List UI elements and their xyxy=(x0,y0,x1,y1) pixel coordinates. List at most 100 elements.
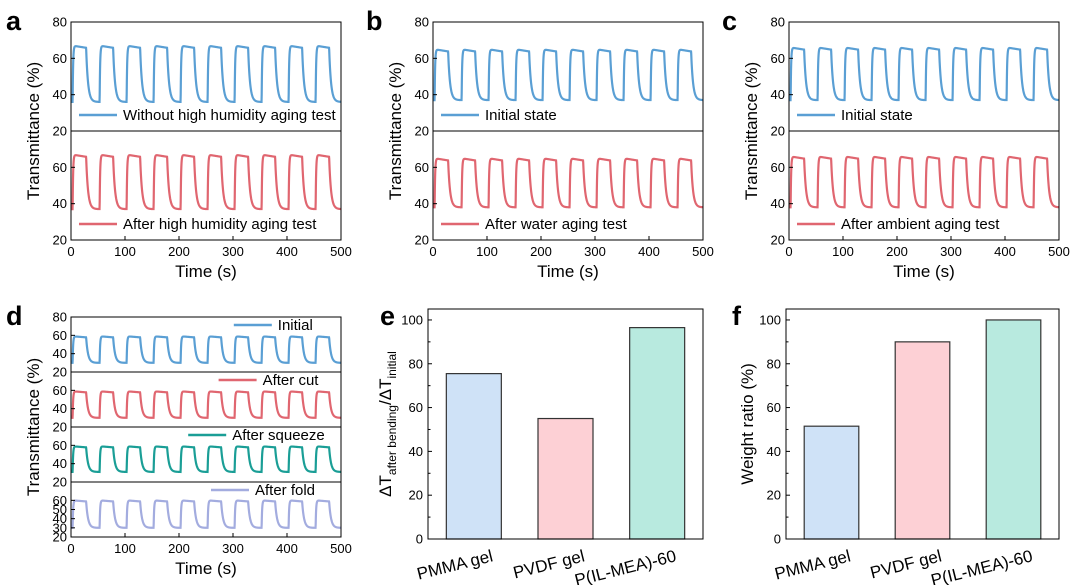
subplot-c-1: 20 40 60 After ambient aging test xyxy=(771,130,1060,248)
bar-0 xyxy=(803,425,860,540)
y-tick-label: 30 xyxy=(53,520,67,535)
panel-letter-d: d xyxy=(6,301,23,331)
legend-label: After squeeze xyxy=(232,427,325,444)
y-tick-label: 20 xyxy=(771,233,785,248)
panel-letter-e: e xyxy=(380,301,395,331)
x-tick-label: 200 xyxy=(168,541,190,556)
subplot-a-0: 20 40 60 80 Without high humidity aging test xyxy=(53,15,342,139)
y-tick-label: 40 xyxy=(53,87,67,102)
x-tick-label: 500 xyxy=(1048,244,1070,259)
y-tick-label: 20 xyxy=(415,124,429,139)
y-tick-label: 20 xyxy=(53,530,67,545)
y-axis-title: ΔTafter bending/ΔTinitial xyxy=(376,351,399,497)
panel-letter-f: f xyxy=(732,301,742,331)
y-tick-label: 20 xyxy=(409,488,423,503)
y-tick-label: 60 xyxy=(415,51,429,66)
y-tick-label: 40 xyxy=(771,196,785,211)
series-line xyxy=(71,45,341,104)
y-tick-label: 60 xyxy=(53,328,67,343)
subplot-c-0: 20 40 60 80 Initial state xyxy=(771,15,1060,139)
x-tick-label: 400 xyxy=(638,244,660,259)
y-tick-label: 80 xyxy=(415,15,429,30)
y-tick-label: 0 xyxy=(416,532,423,547)
x-axis-title: Time (s) xyxy=(175,262,237,281)
subplot-b-0: 20 40 60 80 Initial state xyxy=(415,15,704,139)
x-tick-label: 100 xyxy=(832,244,854,259)
x-axis-title: Time (s) xyxy=(537,262,599,281)
y-tick-label: 40 xyxy=(53,511,67,526)
y-tick-label: 60 xyxy=(771,160,785,175)
x-tick-label: 300 xyxy=(222,244,244,259)
y-tick-label: 80 xyxy=(409,356,423,371)
y-tick-label: 80 xyxy=(53,15,67,30)
series-line xyxy=(789,46,1059,102)
y-tick-label: 20 xyxy=(53,365,67,380)
series-line xyxy=(433,48,703,102)
x-axis-title: Time (s) xyxy=(175,559,237,578)
subplot-d-1: 20 40 60 After cut xyxy=(53,371,342,435)
y-tick-label: 40 xyxy=(53,456,67,471)
y-tick-label: 20 xyxy=(53,233,67,248)
series-line xyxy=(71,445,341,474)
y-axis-title: Transmittance (%) xyxy=(24,358,43,496)
series-line xyxy=(71,390,341,419)
panel-c: c 20 40 60 80 Initial state 20 40 60 After ambien… xyxy=(722,6,1070,281)
y-tick-label: 100 xyxy=(759,312,781,327)
subplot-frame xyxy=(70,130,342,241)
panel-b: b 20 40 60 80 Initial state 20 40 60 After water … xyxy=(366,6,714,281)
series-line xyxy=(71,499,341,529)
y-tick-label: 20 xyxy=(53,124,67,139)
y-tick-label: 60 xyxy=(53,438,67,453)
y-title-part: ΔT xyxy=(376,475,395,497)
legend-label: After fold xyxy=(255,482,315,499)
x-tick-label: 100 xyxy=(114,541,136,556)
x-tick-label: 500 xyxy=(330,541,352,556)
x-tick-label: 200 xyxy=(886,244,908,259)
category-label: P(IL-MEA)-60 xyxy=(573,546,678,585)
y-tick-label: 40 xyxy=(415,87,429,102)
y-tick-label: 20 xyxy=(415,233,429,248)
y-title-sub: after bending xyxy=(385,405,399,475)
category-label: PMMA gel xyxy=(773,546,853,583)
x-tick-label: 300 xyxy=(584,244,606,259)
subplot-frame xyxy=(788,130,1060,241)
panel-letter-a: a xyxy=(6,6,22,36)
y-axis-title: Transmittance (%) xyxy=(386,62,405,200)
panel-d: d 20 40 60 80 Initial 20 40 60 After cut 20 40 60 Aft… xyxy=(6,301,352,578)
x-tick-label: 500 xyxy=(330,244,352,259)
subplot-d-0: 20 40 60 80 Initial xyxy=(53,310,342,380)
series-line xyxy=(433,157,703,209)
y-tick-label: 60 xyxy=(771,51,785,66)
legend-label: After high humidity aging test xyxy=(123,216,317,233)
y-title-sub: initial xyxy=(385,351,399,378)
panel-letter-c: c xyxy=(722,6,737,36)
plot-frame xyxy=(785,308,1060,540)
subplot-d-2: 20 40 60 After squeeze xyxy=(53,426,342,490)
y-tick-label: 80 xyxy=(767,356,781,371)
y-tick-label: 60 xyxy=(53,493,67,508)
series-line xyxy=(71,335,341,364)
legend-label: Initial xyxy=(278,317,313,334)
x-tick-label: 400 xyxy=(994,244,1016,259)
x-tick-label: 400 xyxy=(276,541,298,556)
y-tick-label: 40 xyxy=(53,401,67,416)
y-axis-title: Transmittance (%) xyxy=(742,62,761,200)
x-tick-label: 500 xyxy=(692,244,714,259)
y-axis-title: Transmittance (%) xyxy=(24,62,43,200)
x-tick-label: 400 xyxy=(276,244,298,259)
bar-2 xyxy=(629,327,686,540)
y-tick-label: 40 xyxy=(409,444,423,459)
y-tick-label: 40 xyxy=(53,346,67,361)
legend-label: Without high humidity aging test xyxy=(123,107,336,124)
y-tick-label: 50 xyxy=(53,502,67,517)
series-line xyxy=(71,154,341,211)
y-tick-label: 40 xyxy=(415,196,429,211)
y-tick-label: 60 xyxy=(767,400,781,415)
x-tick-label: 0 xyxy=(67,244,74,259)
plot-frame xyxy=(427,308,704,540)
bar-2 xyxy=(985,319,1042,540)
y-tick-label: 20 xyxy=(53,475,67,490)
